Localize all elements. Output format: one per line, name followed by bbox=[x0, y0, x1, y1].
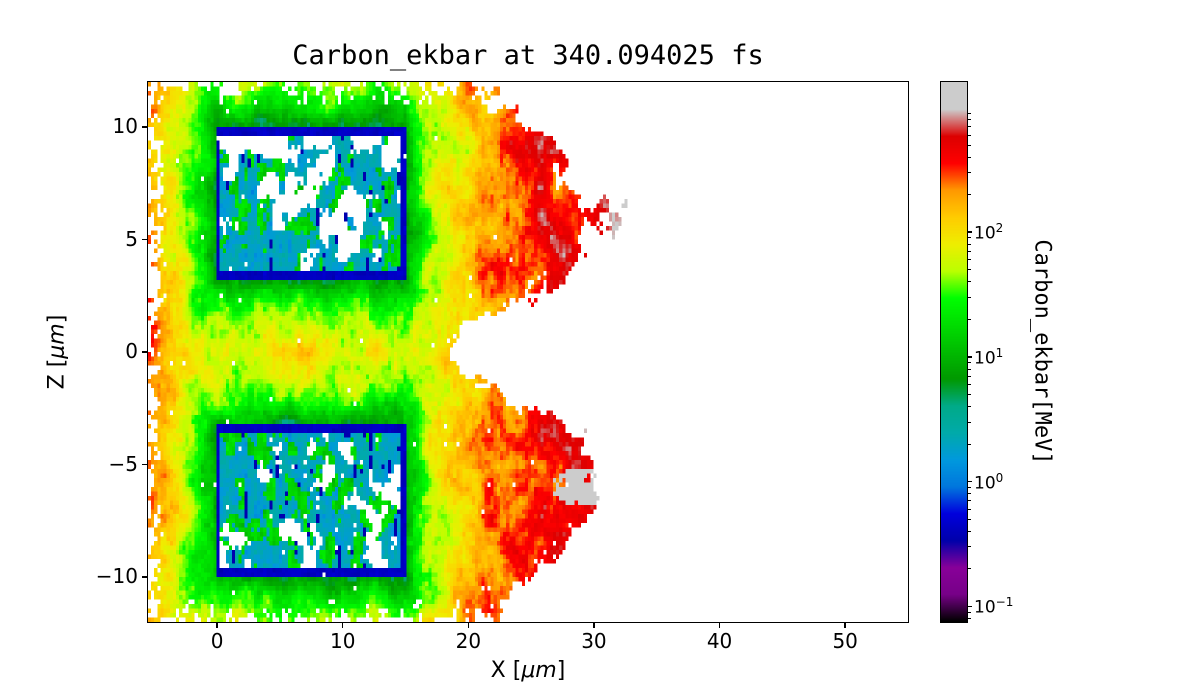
chart-title: Carbon_ekbar at 340.094025 fs bbox=[292, 40, 764, 71]
colorbar-minor-tick bbox=[968, 259, 971, 261]
y-tick-label: 0 bbox=[125, 339, 138, 363]
x-tick bbox=[593, 623, 595, 628]
x-tick-label: 10 bbox=[329, 629, 356, 653]
y-tick bbox=[142, 126, 147, 128]
x-axis-unit: μm bbox=[521, 658, 557, 683]
colorbar-tick-label: 102 bbox=[974, 221, 1004, 244]
y-tick-label: −5 bbox=[108, 451, 138, 476]
colorbar-tick-label: 101 bbox=[974, 345, 1004, 369]
colorbar-minor-tick bbox=[968, 243, 971, 245]
y-tick-label: −10 bbox=[95, 564, 138, 588]
colorbar-tick bbox=[968, 605, 972, 608]
colorbar-minor-tick bbox=[968, 375, 971, 377]
y-tick bbox=[142, 463, 147, 466]
colorbar-minor-tick bbox=[968, 112, 971, 114]
x-tick-label: 0 bbox=[210, 629, 224, 653]
x-tick-label: 20 bbox=[455, 629, 482, 653]
x-axis-label-prefix: X [ bbox=[490, 658, 522, 683]
colorbar-minor-tick bbox=[968, 368, 971, 370]
colorbar-minor-tick bbox=[968, 493, 971, 495]
colorbar-minor-tick bbox=[968, 618, 971, 619]
y-axis-label-prefix: Z [ bbox=[44, 358, 70, 390]
colorbar-minor-tick bbox=[968, 518, 971, 520]
colorbar-tick bbox=[968, 231, 972, 233]
colorbar-minor-tick bbox=[968, 546, 971, 548]
colorbar-minor-tick bbox=[968, 119, 971, 121]
colorbar-minor-tick bbox=[968, 251, 971, 253]
colorbar-minor-tick bbox=[968, 568, 971, 570]
colorbar-label: Carbon_ekbar[MeV] bbox=[1029, 239, 1055, 465]
colorbar-minor-tick bbox=[968, 237, 971, 239]
colorbar-minor-tick bbox=[968, 500, 971, 502]
colorbar-minor-tick bbox=[968, 486, 971, 488]
colorbar-minor-tick bbox=[968, 172, 971, 174]
colorbar-tick bbox=[968, 480, 972, 483]
x-tick bbox=[718, 623, 721, 628]
colorbar-minor-tick bbox=[968, 144, 971, 146]
y-tick-label: 10 bbox=[112, 114, 138, 138]
y-axis-label-suffix: ] bbox=[44, 314, 70, 324]
colorbar-minor-tick bbox=[968, 384, 971, 386]
colorbar-minor-tick bbox=[968, 318, 971, 320]
colorbar-minor-tick bbox=[968, 393, 971, 395]
colorbar-minor-tick bbox=[968, 296, 971, 298]
colorbar-minor-tick bbox=[968, 126, 971, 128]
colorbar-minor-tick bbox=[968, 406, 971, 408]
x-tick bbox=[467, 623, 470, 628]
colorbar-minor-tick bbox=[968, 194, 971, 196]
colorbar-minor-tick bbox=[968, 362, 971, 364]
x-tick bbox=[844, 623, 846, 628]
x-tick-label: 50 bbox=[832, 629, 858, 653]
colorbar-minor-tick bbox=[968, 421, 971, 423]
x-axis-label: X [μm] bbox=[148, 658, 908, 683]
colorbar-tick bbox=[968, 356, 972, 358]
x-tick bbox=[216, 623, 218, 628]
colorbar bbox=[940, 81, 968, 623]
colorbar-minor-tick bbox=[968, 530, 971, 532]
heatmap-canvas bbox=[148, 82, 908, 622]
x-tick-label: 40 bbox=[706, 629, 733, 653]
colorbar-canvas bbox=[941, 82, 967, 622]
plot-area bbox=[147, 81, 909, 623]
colorbar-minor-tick bbox=[968, 611, 971, 613]
colorbar-minor-tick bbox=[968, 269, 971, 271]
y-tick-label: 5 bbox=[125, 226, 138, 251]
colorbar-tick-label: 100 bbox=[974, 470, 1004, 494]
colorbar-minor-tick bbox=[968, 281, 971, 283]
y-tick bbox=[142, 351, 147, 353]
colorbar-tick-label: 10−1 bbox=[974, 595, 1014, 619]
colorbar-minor-tick bbox=[968, 443, 971, 445]
x-tick bbox=[341, 623, 344, 628]
colorbar-minor-tick bbox=[968, 134, 971, 136]
colorbar-minor-tick bbox=[968, 508, 971, 510]
x-tick-label: 30 bbox=[581, 629, 607, 653]
x-axis-label-suffix: ] bbox=[556, 658, 566, 683]
y-tick bbox=[142, 238, 147, 241]
colorbar-minor-tick bbox=[968, 156, 971, 158]
y-tick bbox=[142, 576, 147, 578]
